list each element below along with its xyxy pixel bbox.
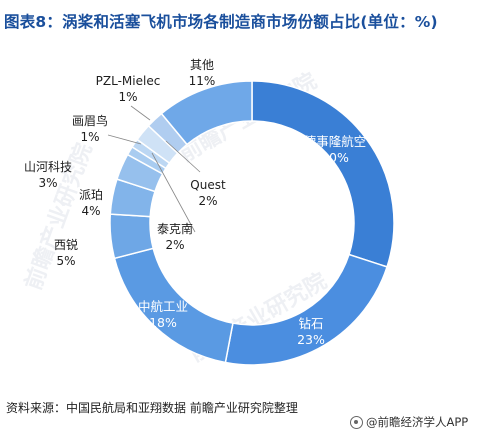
slice-value-6: 1% <box>80 130 99 144</box>
slice-value-9: 2% <box>165 238 184 252</box>
slice-0 <box>252 81 394 267</box>
slice-label-3: 西锐 <box>54 238 78 252</box>
slice-1 <box>225 255 387 365</box>
leader-line-9 <box>152 153 195 232</box>
slice-label-6: 画眉鸟 <box>72 113 108 128</box>
slice-value-0: 30% <box>321 150 349 165</box>
brand-text: @前瞻经济学人APP <box>366 414 468 430</box>
slice-value-5: 3% <box>38 176 57 190</box>
slice-label-4: 派珀 <box>79 188 103 202</box>
slice-label-0: 德事隆航空 <box>304 134 367 149</box>
slice-value-3: 5% <box>56 254 75 268</box>
slice-value-10: 11% <box>189 74 216 88</box>
slice-label-9: 泰克南 <box>157 221 193 236</box>
slice-label-2: 中航工业 <box>138 299 188 314</box>
slice-value-1: 23% <box>297 332 325 347</box>
slice-label-8: Quest <box>190 178 226 192</box>
slice-label-5: 山河科技 <box>24 160 72 174</box>
slice-value-4: 4% <box>81 204 100 218</box>
slice-value-7: 1% <box>118 90 137 104</box>
brand-icon <box>350 416 363 429</box>
slice-label-7: PZL-Mielec <box>96 74 161 88</box>
slice-value-8: 2% <box>198 194 217 208</box>
slice-label-1: 钻石 <box>298 316 323 331</box>
brand-footer: @前瞻经济学人APP <box>350 414 468 430</box>
slice-value-2: 18% <box>149 315 177 330</box>
slice-label-10: 其他 <box>190 58 214 72</box>
source-note: 资料来源：中国民航局和亚翔数据 前瞻产业研究院整理 <box>6 399 298 416</box>
leader-line-7 <box>131 106 150 120</box>
leader-line-6 <box>108 135 141 144</box>
